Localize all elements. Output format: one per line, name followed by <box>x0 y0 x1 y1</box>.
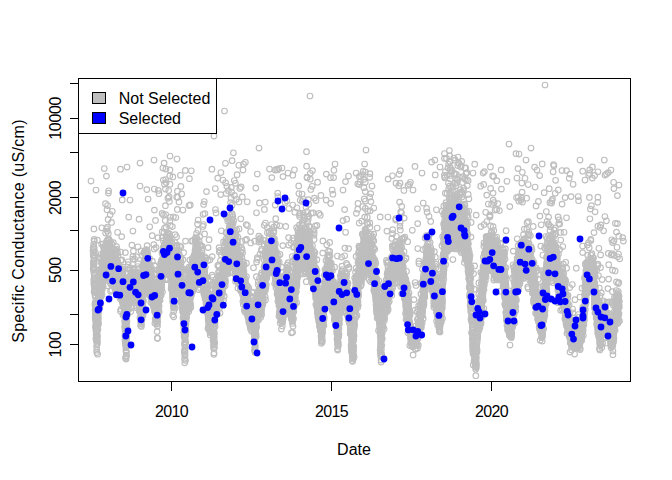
svg-text:2015: 2015 <box>315 403 349 420</box>
svg-text:Not Selected: Not Selected <box>119 90 211 107</box>
svg-text:10000: 10000 <box>47 96 64 139</box>
svg-text:500: 500 <box>47 257 64 283</box>
svg-text:2010: 2010 <box>155 403 189 420</box>
svg-text:Specific Conductance (uS/cm): Specific Conductance (uS/cm) <box>10 119 27 343</box>
svg-text:2020: 2020 <box>475 403 509 420</box>
svg-text:Date: Date <box>337 441 371 458</box>
svg-text:2000: 2000 <box>47 180 64 215</box>
svg-text:Selected: Selected <box>119 110 181 127</box>
svg-text:100: 100 <box>47 331 64 357</box>
